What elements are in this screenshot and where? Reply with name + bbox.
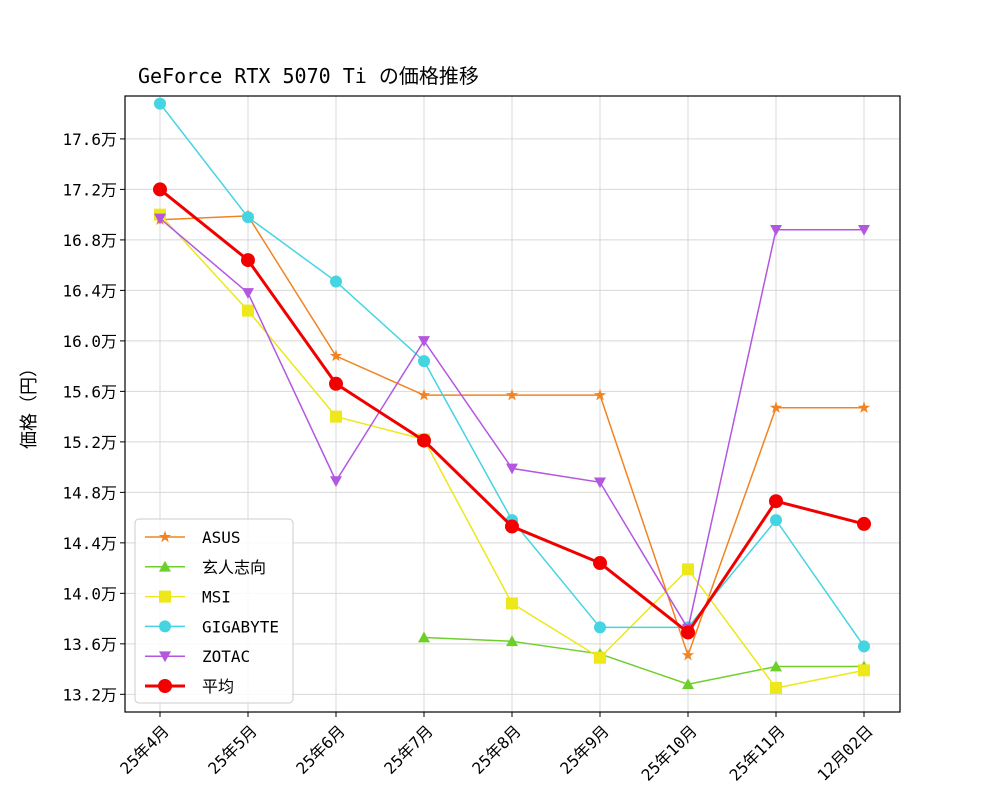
- y-tick-label: 13.6万: [62, 635, 117, 654]
- data-point: [770, 225, 782, 236]
- data-point: [594, 621, 606, 634]
- data-point: [242, 304, 254, 317]
- data-point: [505, 519, 519, 534]
- data-point: [330, 410, 342, 423]
- data-point: [682, 678, 694, 690]
- legend-item: 玄人志向: [145, 558, 266, 577]
- data-point: [682, 563, 694, 576]
- legend-label: 平均: [202, 677, 234, 696]
- data-point: [857, 401, 871, 413]
- data-point: [242, 288, 254, 299]
- data-point: [418, 631, 430, 643]
- series-平均: [153, 182, 871, 640]
- series-ZOTAC: [154, 213, 870, 635]
- y-tick-label: 17.6万: [62, 130, 117, 149]
- x-tick-label: 25年10月: [638, 721, 701, 784]
- legend-item: 平均: [145, 677, 234, 696]
- legend-item: MSI: [145, 588, 231, 607]
- y-tick-label: 14.0万: [62, 584, 117, 603]
- data-point: [858, 640, 870, 653]
- data-point: [159, 620, 171, 633]
- data-point: [329, 376, 343, 391]
- data-point: [681, 648, 695, 661]
- legend-box: [134, 518, 294, 704]
- data-point: [154, 213, 166, 225]
- data-point: [158, 679, 172, 693]
- x-tick-label: 12月02日: [814, 721, 877, 784]
- data-point: [154, 97, 166, 110]
- legend-label: GIGABYTE: [202, 617, 279, 636]
- legend-item: ZOTAC: [145, 647, 250, 666]
- data-point: [770, 514, 782, 527]
- data-point: [506, 635, 518, 647]
- y-tick-label: 15.6万: [62, 382, 117, 401]
- plot-frame: [124, 95, 901, 713]
- data-point: [770, 682, 782, 695]
- legend-item: GIGABYTE: [145, 617, 279, 636]
- series-line: [423, 636, 864, 686]
- legend-label: 玄人志向: [202, 558, 266, 577]
- x-tick-label: 25年7月: [380, 721, 437, 778]
- data-point: [418, 336, 430, 347]
- data-point: [159, 560, 171, 572]
- legend-label: ZOTAC: [202, 647, 250, 666]
- x-tick-label: 25年6月: [292, 721, 349, 778]
- legend-label: ASUS: [202, 528, 241, 547]
- data-point: [769, 401, 783, 413]
- y-tick-label: 16.0万: [62, 332, 117, 351]
- legend-label: MSI: [202, 588, 231, 607]
- data-point: [241, 253, 255, 268]
- data-point: [593, 388, 607, 401]
- y-tick-label: 14.8万: [62, 483, 117, 502]
- y-tick-label: 13.2万: [62, 685, 117, 704]
- data-point: [159, 590, 171, 603]
- data-point: [858, 664, 870, 677]
- data-point: [593, 556, 607, 571]
- data-point: [769, 494, 783, 509]
- x-tick-label: 25年9月: [556, 721, 613, 778]
- chart-title: GeForce RTX 5070 Ti の価格推移: [138, 64, 479, 88]
- data-point: [153, 182, 167, 197]
- data-point: [330, 476, 342, 487]
- data-point: [242, 211, 254, 224]
- data-point: [417, 433, 431, 448]
- data-point: [857, 516, 871, 531]
- y-tick-label: 16.8万: [62, 231, 117, 250]
- data-point: [505, 388, 519, 401]
- data-point: [506, 463, 518, 475]
- legend: ASUS 玄人志向 MSI GIGABYTE ZOTAC 平均: [134, 518, 294, 704]
- data-point: [770, 660, 782, 672]
- data-point: [506, 597, 518, 610]
- x-tick-label: 25年4月: [116, 721, 173, 778]
- y-tick-label: 15.2万: [62, 433, 117, 452]
- data-point: [159, 651, 171, 663]
- data-point: [594, 651, 606, 664]
- data-point: [858, 225, 870, 236]
- x-tick-label: 25年11月: [726, 721, 789, 784]
- data-point: [330, 275, 342, 288]
- y-tick-label: 14.4万: [62, 534, 117, 553]
- data-point: [329, 349, 343, 362]
- series-玄人志向: [418, 631, 870, 690]
- data-point: [681, 625, 695, 640]
- y-tick-label: 17.2万: [62, 180, 117, 199]
- y-tick-label: 16.4万: [62, 281, 117, 300]
- y-axis-label: 価格（円）: [19, 359, 40, 449]
- data-point: [418, 355, 430, 368]
- legend-item: ASUS: [145, 528, 241, 547]
- x-tick-label: 25年8月: [468, 721, 525, 778]
- data-point: [417, 388, 431, 401]
- data-point: [158, 530, 172, 543]
- data-point: [594, 477, 606, 489]
- series-MSI: [154, 208, 870, 695]
- x-tick-label: 25年5月: [204, 721, 261, 778]
